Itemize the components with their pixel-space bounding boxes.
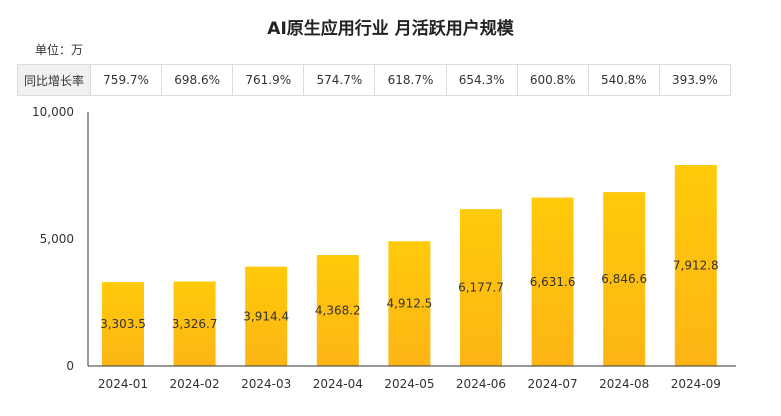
bar — [531, 197, 574, 366]
bar — [674, 165, 717, 366]
bar — [603, 192, 646, 366]
x-tick-label: 2024-02 — [170, 377, 220, 391]
yoy-growth-cell: 654.3% — [445, 64, 518, 96]
bar — [316, 255, 359, 366]
yoy-growth-cell: 600.8% — [516, 64, 589, 96]
x-axis: 2024-01 2024-02 2024-03 2024-04 2024-05 2024-… — [88, 365, 736, 391]
bar — [245, 266, 288, 366]
bar — [460, 209, 502, 366]
bar-value-label: 6,846.6 — [601, 272, 647, 286]
yoy-growth-row: 同比增长率 759.7% 698.6% 761.9% 574.7% 618.7%… — [17, 64, 732, 96]
x-tick-label: 2024-03 — [241, 377, 291, 391]
bar — [102, 282, 144, 366]
bar-value-label: 4,912.5 — [386, 297, 432, 311]
chart-title: AI原生应用行业 月活跃用户规模 — [267, 19, 514, 39]
bar-value-label: 4,368.2 — [315, 304, 361, 318]
y-tick-label: 5,000 — [40, 232, 74, 246]
x-tick-label: 2024-08 — [599, 377, 649, 391]
yoy-growth-cell: 618.7% — [374, 64, 447, 96]
yoy-growth-cell: 393.9% — [658, 64, 732, 96]
yoy-growth-header: 同比增长率 — [17, 64, 91, 96]
y-axis: 0 5,000 10,000 — [32, 105, 89, 373]
yoy-growth-cell: 540.8% — [587, 64, 660, 96]
bar-value-label: 3,914.4 — [243, 309, 289, 323]
yoy-growth-cell: 698.6% — [161, 64, 234, 96]
yoy-growth-cell: 761.9% — [232, 64, 305, 96]
bar — [388, 241, 431, 366]
x-tick-label: 2024-09 — [671, 377, 721, 391]
bar-value-label: 7,912.8 — [673, 259, 719, 273]
bar-value-label: 3,326.7 — [172, 317, 218, 331]
x-tick-label: 2024-07 — [528, 377, 578, 391]
x-tick-label: 2024-01 — [98, 377, 148, 391]
y-tick-label: 10,000 — [32, 105, 74, 119]
bar-value-label: 6,631.6 — [530, 275, 576, 289]
bar — [173, 281, 216, 366]
unit-label: 单位：万 — [35, 43, 84, 57]
bar-value-label: 3,303.5 — [100, 317, 146, 331]
yoy-growth-cell: 574.7% — [303, 64, 376, 96]
bars: 3,303.5 3,326.7 3,914.4 4,368.2 4,912.5 6,177… — [100, 165, 719, 366]
yoy-growth-table: 同比增长率 759.7% 698.6% 761.9% 574.7% 618.7%… — [17, 64, 732, 96]
y-tick-label: 0 — [66, 359, 74, 373]
x-tick-label: 2024-05 — [384, 377, 434, 391]
bar-value-label: 6,177.7 — [458, 281, 504, 295]
yoy-growth-cell: 759.7% — [89, 64, 163, 96]
x-tick-label: 2024-06 — [456, 377, 506, 391]
x-tick-label: 2024-04 — [313, 377, 363, 391]
